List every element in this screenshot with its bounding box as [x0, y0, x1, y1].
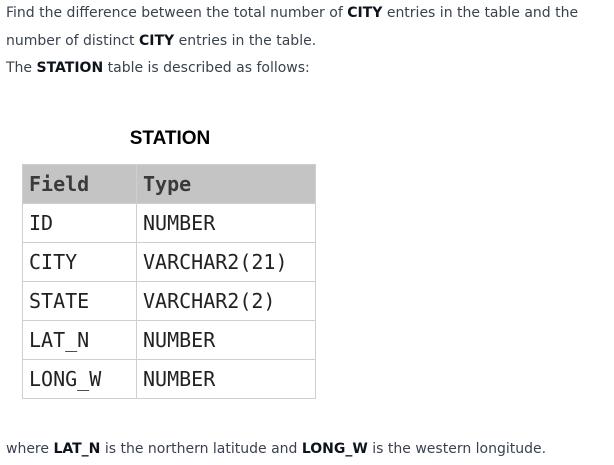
- keyword-city: CITY: [347, 5, 383, 21]
- statement-text: entries in the table and the number of d…: [6, 5, 579, 49]
- table-row: CITY VARCHAR2(21): [22, 242, 316, 282]
- table-row: ID NUMBER: [22, 203, 316, 243]
- field-cell: LONG_W: [22, 359, 137, 399]
- column-header-type: Type: [136, 164, 316, 204]
- statement-text: Find the difference between the total nu…: [6, 5, 348, 21]
- statement-text: entries in the table.: [174, 33, 317, 49]
- type-cell: NUMBER: [136, 359, 316, 399]
- keyword-lat-n: LAT_N: [53, 441, 101, 457]
- table-row: STATE VARCHAR2(2): [22, 281, 316, 321]
- schema-table: Field Type ID NUMBER CITY VARCHAR2(21) S…: [22, 164, 316, 399]
- table-title: STATION: [129, 128, 211, 149]
- type-cell: VARCHAR2(21): [136, 242, 316, 282]
- field-cell: ID: [22, 203, 137, 243]
- field-cell: STATE: [22, 281, 137, 321]
- keyword-station: STATION: [36, 60, 104, 76]
- table-description: The STATION table is described as follow…: [6, 54, 310, 82]
- table-header-row: Field Type: [22, 164, 316, 204]
- problem-statement: Find the difference between the total nu…: [6, 0, 614, 55]
- type-cell: NUMBER: [136, 203, 316, 243]
- footnote-text: is the northern latitude and: [100, 441, 302, 457]
- table-row: LAT_N NUMBER: [22, 320, 316, 360]
- footnote: where LAT_N is the northern latitude and…: [6, 435, 546, 463]
- table-row: LONG_W NUMBER: [22, 359, 316, 399]
- field-cell: CITY: [22, 242, 137, 282]
- field-cell: LAT_N: [22, 320, 137, 360]
- keyword-city: CITY: [139, 33, 175, 49]
- description-text: The: [6, 60, 37, 76]
- type-cell: VARCHAR2(2): [136, 281, 316, 321]
- type-cell: NUMBER: [136, 320, 316, 360]
- keyword-long-w: LONG_W: [301, 441, 368, 457]
- footnote-text: where: [6, 441, 54, 457]
- description-text: table is described as follows:: [103, 60, 310, 76]
- footnote-text: is the western longitude.: [367, 441, 547, 457]
- column-header-field: Field: [22, 164, 137, 204]
